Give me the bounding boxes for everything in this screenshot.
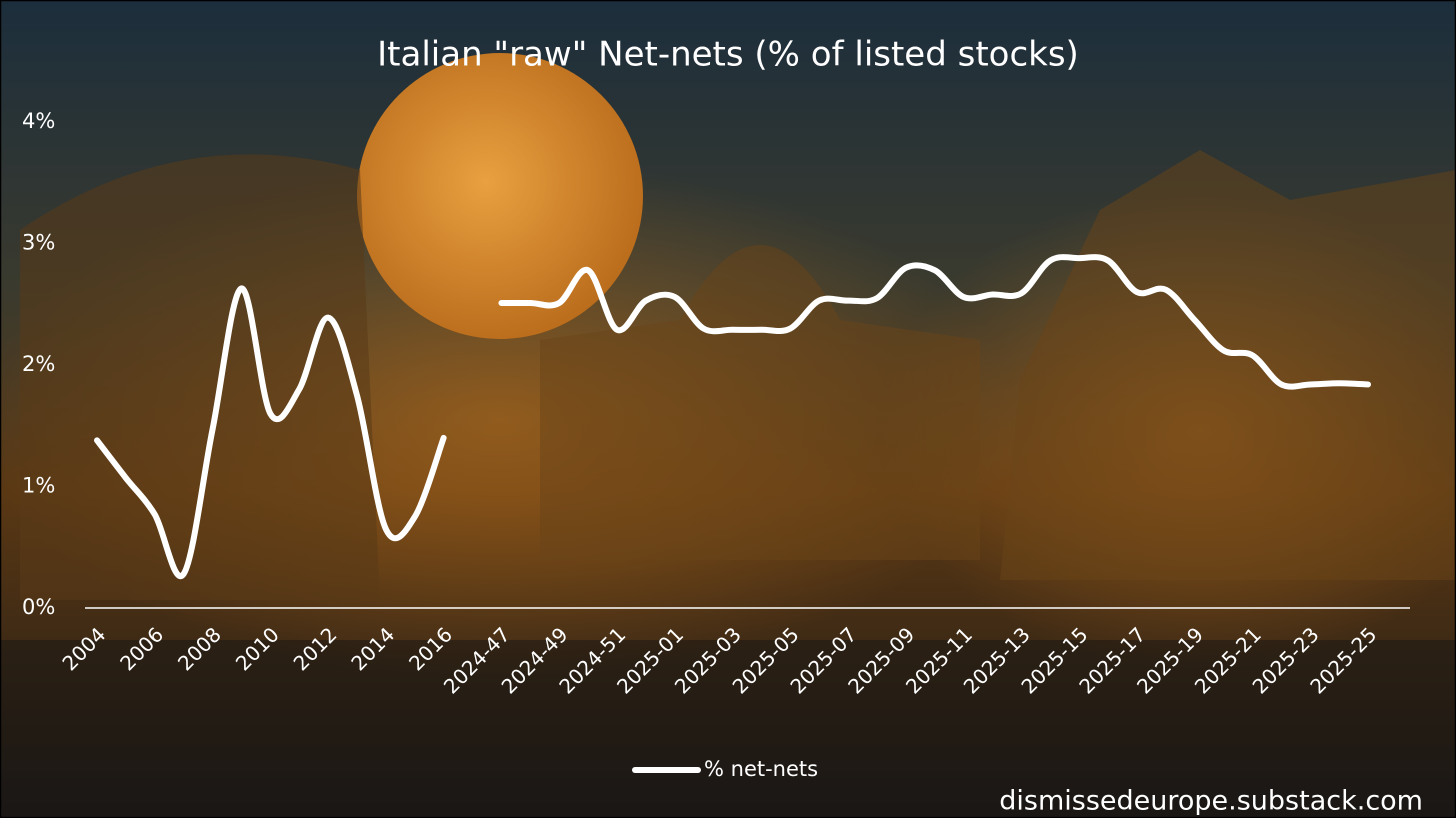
y-tick-label: 3% (22, 231, 55, 255)
basilica (540, 245, 980, 560)
legend-label: % net-nets (704, 757, 818, 781)
source: dismissedeurope.substack.com (999, 786, 1423, 817)
monument (1000, 150, 1456, 580)
y-tick-label: 4% (22, 109, 55, 133)
colosseum (20, 154, 380, 600)
water (0, 640, 1456, 818)
y-tick-label: 2% (22, 352, 55, 376)
y-tick-label: 0% (22, 595, 55, 619)
moon (357, 53, 643, 339)
chart-title: Italian "raw" Net-nets (% of listed stoc… (377, 35, 1079, 75)
y-tick-label: 1% (22, 474, 55, 498)
series-line (94, 254, 1371, 580)
